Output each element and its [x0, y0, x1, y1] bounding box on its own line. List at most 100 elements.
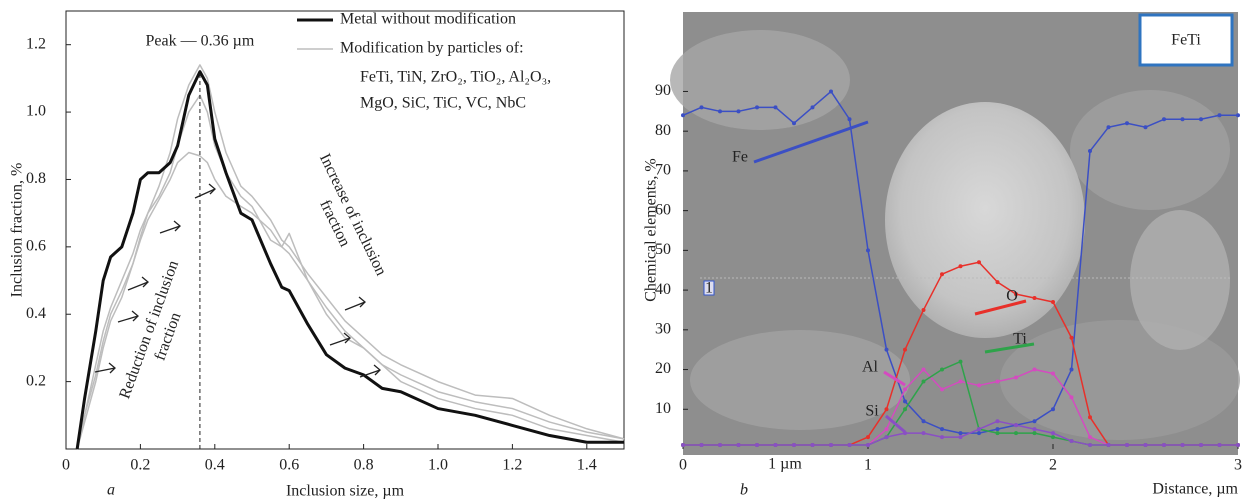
- series-point: [958, 264, 963, 269]
- series-point: [1069, 335, 1074, 340]
- x-tick-label: 1.0: [428, 457, 448, 474]
- series-point: [1051, 407, 1055, 412]
- legend-note: FeTi, TiN, ZrO₂, TiO₂, Al₂O₃,: [360, 69, 551, 86]
- series-point: [884, 435, 889, 440]
- series-point: [1125, 443, 1129, 448]
- sem-texture: [1130, 210, 1230, 350]
- series-line: [76, 94, 625, 450]
- marker-label: 1: [705, 280, 713, 297]
- x-tick-label: 0: [62, 457, 70, 474]
- series-point: [1143, 125, 1148, 130]
- arrow: [94, 367, 116, 373]
- series-point: [866, 443, 870, 448]
- y-tick-label: 50: [655, 241, 671, 258]
- series-point: [829, 89, 833, 94]
- series-point: [810, 443, 815, 448]
- series-point: [1180, 117, 1185, 122]
- panel-label: a: [107, 482, 115, 499]
- x-tick-label: 1.2: [502, 457, 522, 474]
- series-label: Ti: [1013, 331, 1027, 348]
- series-point: [1032, 296, 1037, 301]
- series-point: [1088, 443, 1092, 448]
- y-tick-label: 1.0: [26, 103, 46, 120]
- y-tick-label: 80: [655, 122, 671, 139]
- series-point: [1032, 427, 1037, 432]
- series-point: [1180, 443, 1185, 448]
- x-tick-label: 0.4: [205, 457, 225, 474]
- arrow: [344, 301, 366, 311]
- series-point: [977, 260, 981, 265]
- y-tick-label: 20: [655, 360, 671, 377]
- y-tick-label: 40: [655, 281, 671, 298]
- series-point: [1236, 113, 1240, 118]
- series-point: [940, 435, 944, 440]
- series-point: [1106, 443, 1111, 448]
- series-point: [792, 443, 796, 448]
- series-point: [773, 443, 778, 448]
- series-point: [995, 379, 1000, 384]
- series-point: [810, 105, 815, 110]
- sem-texture: [690, 330, 910, 430]
- series-point: [958, 359, 963, 364]
- series-point: [884, 427, 889, 432]
- x-axis-label: Inclusion size, µm: [286, 483, 405, 500]
- series-point: [699, 105, 704, 110]
- panel-label: b: [740, 482, 748, 499]
- series-point: [940, 272, 944, 277]
- series-point: [995, 419, 1000, 424]
- x-tick-label: 0.8: [354, 457, 374, 474]
- series-point: [1125, 121, 1129, 126]
- series-label: Fe: [732, 149, 748, 166]
- arrow: [117, 315, 139, 323]
- series-point: [1162, 443, 1166, 448]
- series-point: [903, 347, 907, 352]
- series-point: [884, 347, 889, 352]
- peak-label: Peak — 0.36 µm: [146, 33, 255, 50]
- arrow-head: [131, 310, 139, 322]
- arrow-head: [108, 362, 116, 374]
- series-point: [921, 419, 926, 424]
- series-point: [1014, 375, 1018, 380]
- series-label: Si: [865, 403, 879, 420]
- series-point: [921, 367, 926, 372]
- series-point: [921, 307, 926, 312]
- series-point: [847, 443, 852, 448]
- series-point: [736, 109, 741, 114]
- x-tick-label: 0.2: [130, 457, 150, 474]
- x-tick-label: 1.4: [577, 457, 597, 474]
- series-point: [958, 435, 963, 440]
- arrow-head: [343, 332, 351, 344]
- legend-label: Modification by particles of:: [340, 40, 524, 57]
- series-point: [1051, 431, 1055, 436]
- inset-box: [1138, 13, 1234, 67]
- series-point: [995, 431, 1000, 436]
- series-point: [1143, 443, 1148, 448]
- series-point: [736, 443, 741, 448]
- series-point: [903, 407, 907, 412]
- series-point: [866, 248, 870, 253]
- inset-label: FeTi: [1171, 32, 1201, 49]
- series-point: [1032, 367, 1037, 372]
- series-point: [921, 379, 926, 384]
- series-point: [995, 280, 1000, 285]
- series-point: [1069, 395, 1074, 400]
- arrow: [359, 369, 381, 378]
- series-point: [755, 443, 759, 448]
- series-point: [884, 407, 889, 412]
- series-point: [1051, 371, 1055, 376]
- series-point: [1014, 431, 1018, 436]
- marker-box: [703, 280, 715, 296]
- arrow: [127, 281, 149, 291]
- y-tick-label: 1.2: [26, 35, 46, 52]
- series-point: [995, 427, 1000, 432]
- series-line: [76, 151, 625, 450]
- series-point: [1069, 439, 1074, 444]
- x-tick-label: 3: [1234, 457, 1242, 474]
- series-point: [1014, 292, 1018, 297]
- series-point: [792, 121, 796, 126]
- scale-bar-label: 1 µm: [768, 456, 802, 473]
